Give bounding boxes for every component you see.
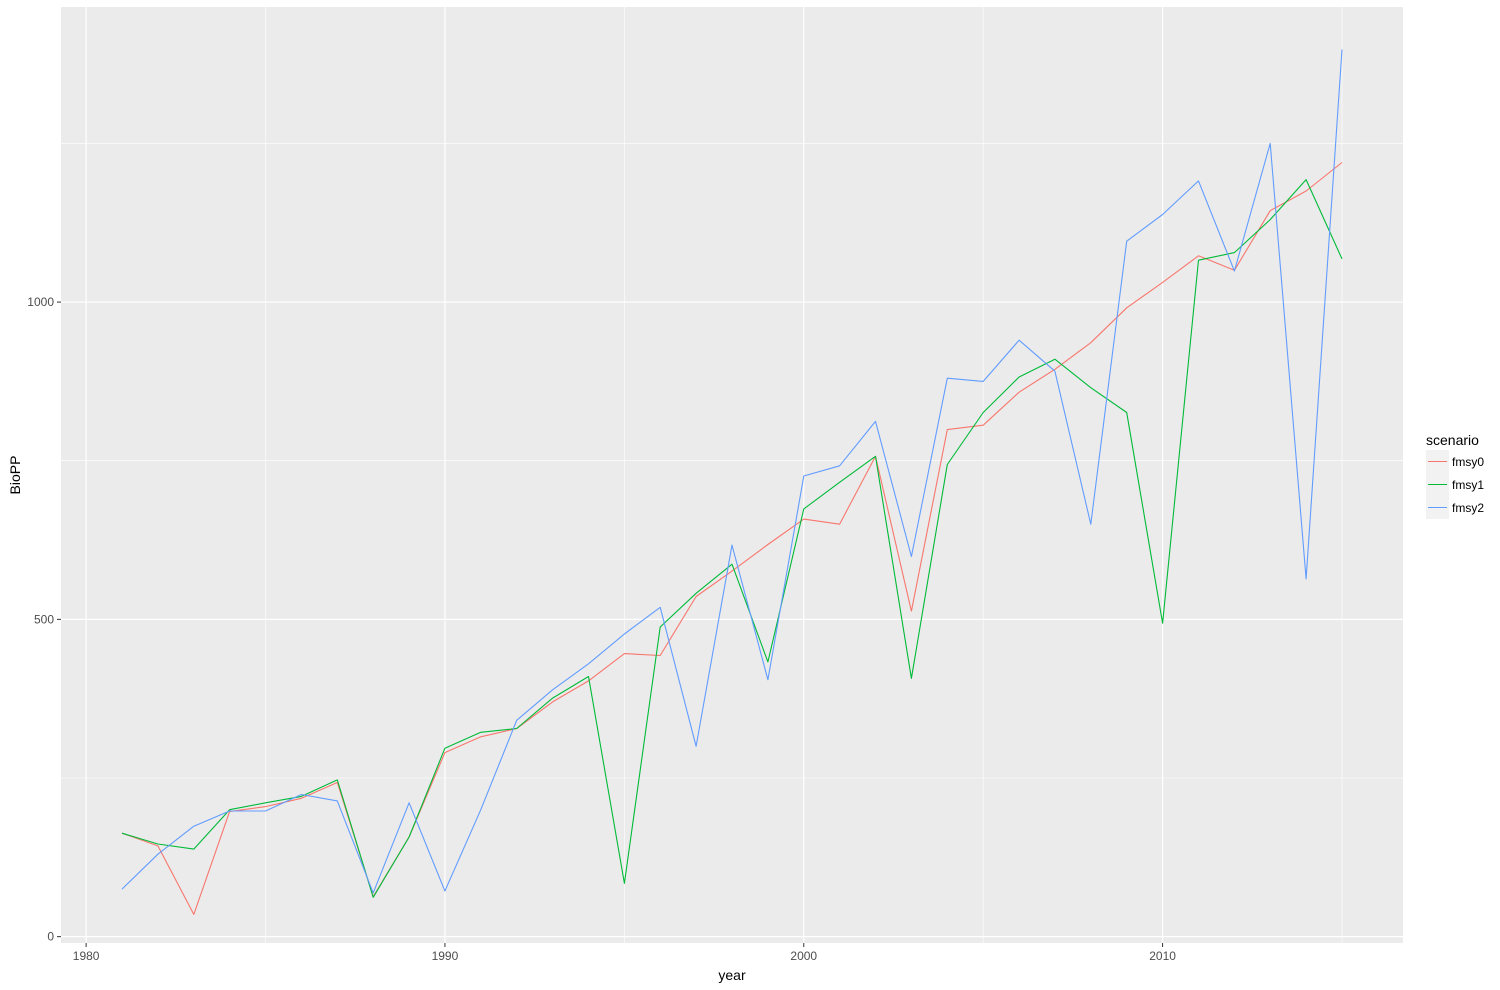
x-tick-label: 1980	[73, 949, 100, 963]
legend-items: fmsy0 fmsy1 fmsy2	[1426, 450, 1484, 519]
x-tick-label: 1990	[432, 949, 459, 963]
legend-item-fmsy0: fmsy0	[1426, 450, 1484, 473]
legend-item-fmsy2: fmsy2	[1426, 496, 1484, 519]
y-tick-label: 500	[34, 612, 54, 626]
y-tick-label: 0	[47, 930, 54, 944]
series-lines	[121, 49, 1343, 915]
series-line-fmsy1	[121, 179, 1343, 898]
legend-label: fmsy1	[1452, 478, 1484, 492]
x-tick-label: 2000	[790, 949, 817, 963]
legend-label: fmsy2	[1452, 501, 1484, 515]
y-axis-title: BioPP	[7, 456, 23, 495]
legend-label: fmsy0	[1452, 455, 1484, 469]
y-axis: 0 500 1000	[27, 295, 61, 944]
legend-title: scenario	[1426, 432, 1479, 448]
series-line-fmsy0	[121, 162, 1343, 915]
x-axis-title: year	[718, 967, 746, 983]
legend: scenario fmsy0 fmsy1 fmsy2	[1426, 432, 1484, 519]
series-line-fmsy2	[121, 49, 1343, 894]
legend-item-fmsy1: fmsy1	[1426, 473, 1484, 496]
grid-major	[61, 7, 1403, 943]
y-tick-label: 1000	[27, 295, 54, 309]
plot-panel	[61, 7, 1403, 943]
x-tick-label: 2010	[1149, 949, 1176, 963]
x-axis: 1980 1990 2000 2010	[73, 943, 1176, 963]
